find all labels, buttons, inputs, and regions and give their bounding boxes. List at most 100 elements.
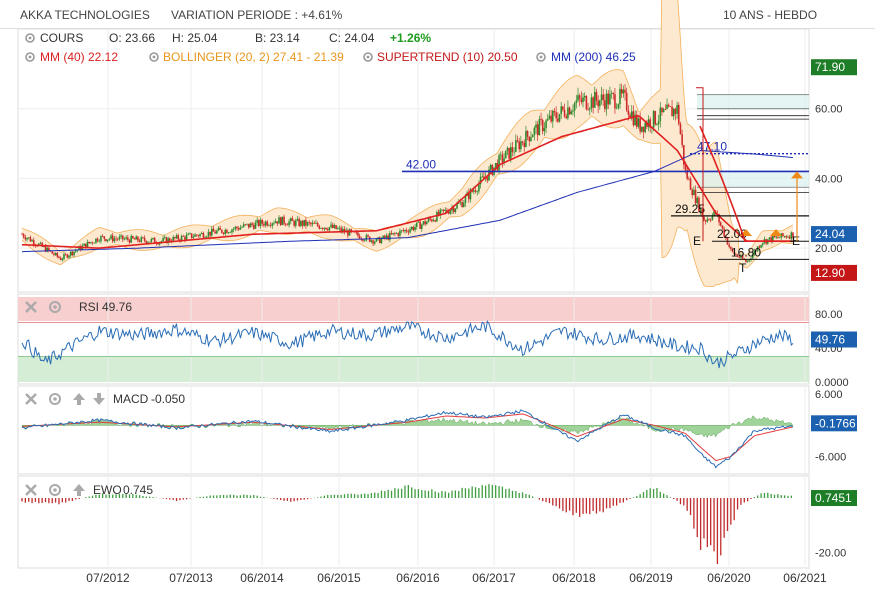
candle-body [308,222,311,223]
candle-body [709,219,712,221]
candle-body [179,239,181,241]
candle-body [226,229,228,234]
candle-body [27,237,30,239]
candle-body [205,236,208,238]
candle-body [570,111,573,115]
candle-body [649,119,652,128]
candle-body [96,238,99,242]
candle-body [620,88,623,94]
candle-body [770,237,772,242]
candle-body [148,241,151,243]
candle-body [251,223,253,226]
candle-body [592,97,594,108]
candle-body [301,220,304,226]
rsi-settings-icon[interactable] [49,301,61,313]
mm200-settings-icon[interactable] [536,52,546,62]
candle-body [29,237,32,242]
candle-body [432,220,435,222]
ewo-settings-icon[interactable] [49,484,61,496]
candle-body [162,238,164,242]
candle-body [212,228,215,232]
candle-body [133,238,136,240]
candle-body [735,254,737,255]
candle-body [21,234,23,235]
candle-body [525,130,527,147]
macd-close-icon[interactable] [25,393,37,405]
cours-settings-icon[interactable] [25,33,35,43]
ewo-close-icon[interactable] [25,484,37,496]
candle-body [192,236,195,238]
candle-body [63,254,65,259]
candle-body [100,236,102,242]
supertrend-settings-icon[interactable] [363,52,373,62]
candle-body [258,220,260,226]
candle-body [721,225,724,229]
candle-body [494,163,497,168]
macd-badge: -0.1766 [815,416,856,430]
macd-value: -0.050 [151,392,185,406]
candle-body [167,238,169,244]
candle-body [501,154,504,163]
candle-body [785,236,788,238]
candle-body [227,232,230,234]
ewo-badge-bg [811,490,857,507]
candle-body [646,122,648,127]
candle-body [429,218,431,220]
candle-body [214,231,216,234]
candle-body [787,236,789,238]
level-label: 47.10 [697,140,727,154]
mm40-settings-icon[interactable] [25,52,35,62]
candle-body [508,147,510,159]
candle-body [187,233,190,235]
candle-body [340,227,342,232]
candle-body [199,234,201,237]
macd-move-up-icon[interactable] [73,393,85,405]
macd-move-down-icon[interactable] [93,393,105,405]
candle-body [118,236,121,240]
candle-body [405,229,408,232]
candle-body [26,238,28,240]
candle-body [604,100,606,110]
x-tick-label: 06/2020 [707,571,751,585]
mm200-line [22,149,794,253]
candle-body [599,100,601,107]
rsi-line [21,320,794,369]
candle-body [392,233,395,235]
bollinger-settings-icon[interactable] [149,52,159,62]
candle-body [699,209,702,212]
candle-body [444,209,447,211]
candle-body [719,222,722,226]
candle-body [145,240,148,244]
rsi-y-tick: 0.0000 [815,377,849,389]
pattern-label: E [792,234,800,248]
candle-body [51,251,54,254]
candle-body [56,252,59,257]
candle-body [31,240,33,242]
candle-body [510,147,512,159]
candle-body [39,242,42,244]
candle-body [263,223,265,226]
candle-body [207,231,210,237]
candle-body [412,226,415,231]
candle-body [541,120,544,132]
rsi-close-icon[interactable] [25,301,37,313]
candle-body [520,141,522,150]
candle-body [296,218,299,221]
candle-body [605,93,608,110]
ewo-y-tick: -20.00 [815,547,846,559]
candle-body [573,103,576,111]
candle-body [504,150,507,159]
candle-body [333,225,336,228]
period-selector[interactable]: 10 ANS - HEBDO [723,8,818,22]
candle-body [629,114,631,118]
candle-body [46,247,48,252]
candle-body [439,209,442,216]
level-label: 16.80 [731,245,761,259]
candle-body [110,235,112,239]
candle-body [503,158,505,163]
candle-body [259,219,262,226]
macd-settings-icon[interactable] [49,393,61,405]
ewo-move-up-icon[interactable] [73,484,85,496]
candle-body [163,237,166,239]
